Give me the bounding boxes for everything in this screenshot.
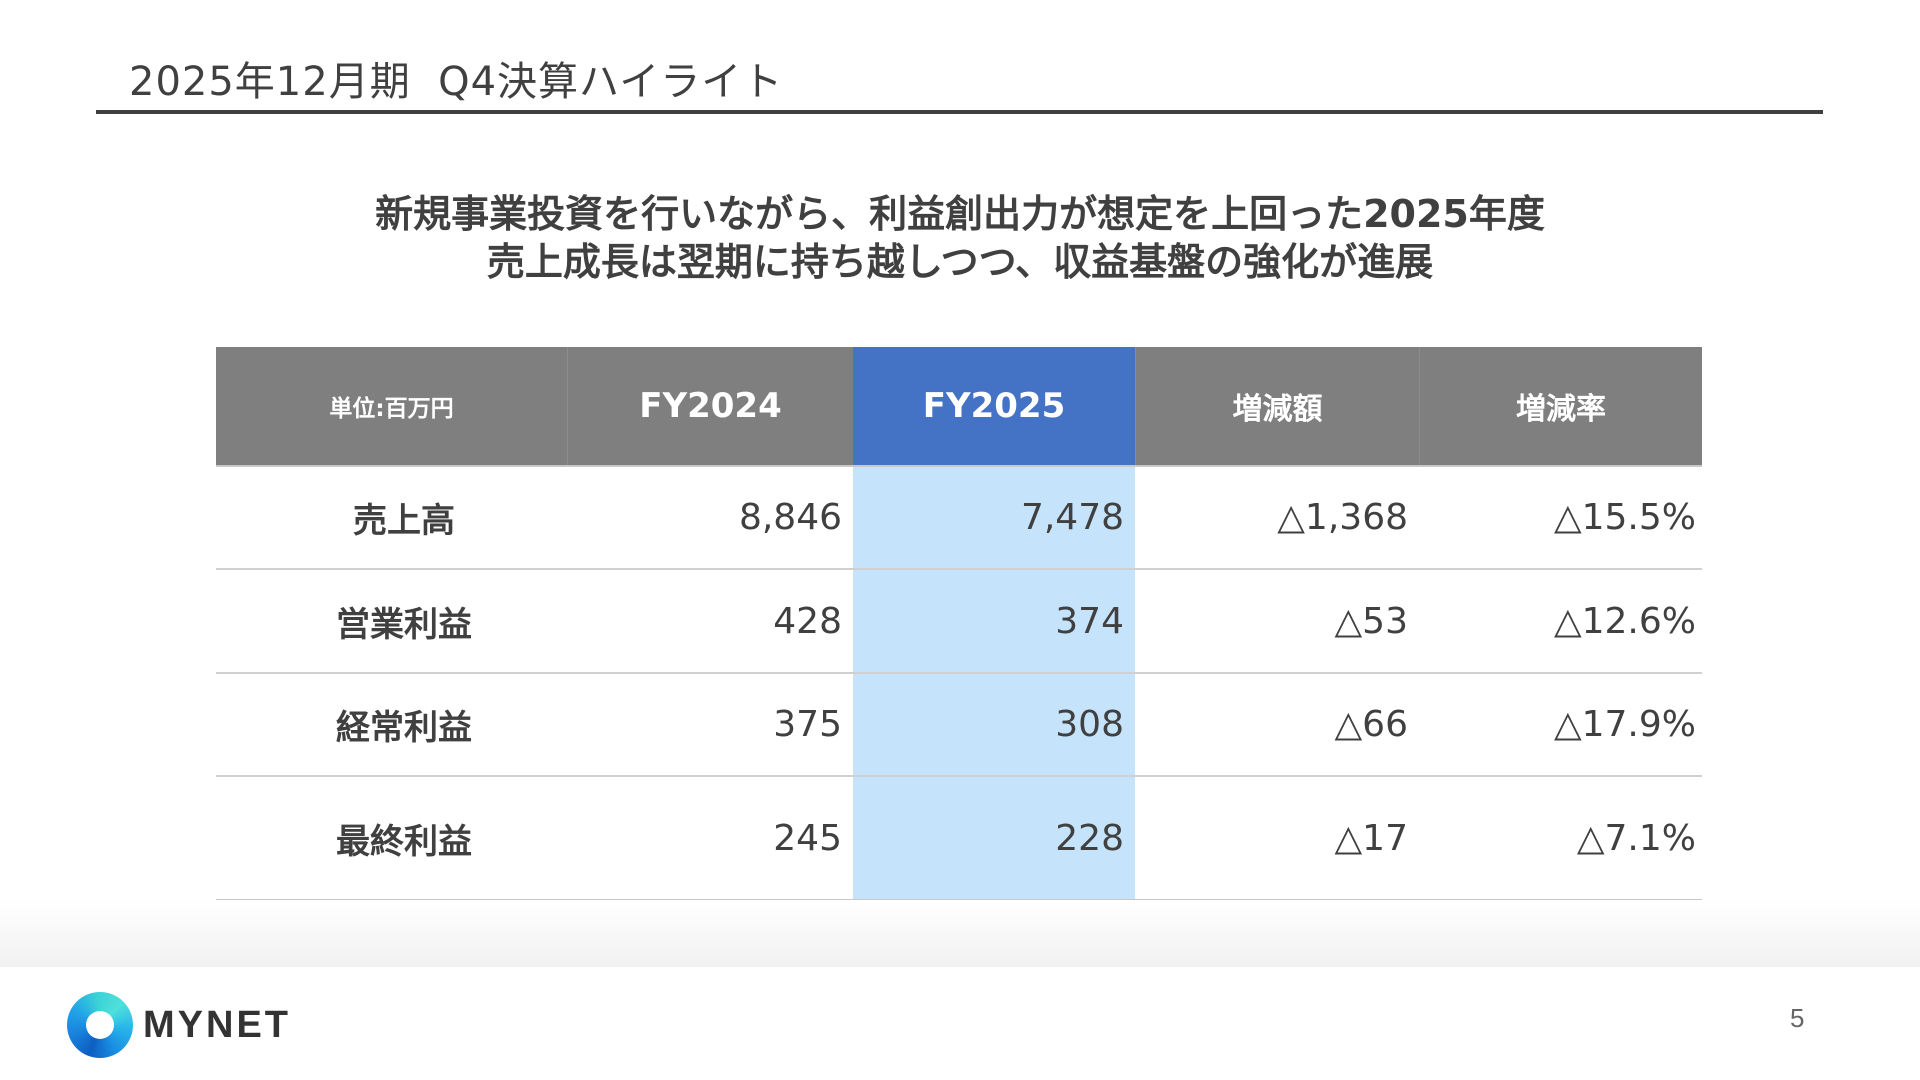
summary-headline: 新規事業投資を行いながら、利益創出力が想定を上回った2025年度 売上成長は翌期… <box>0 190 1920 286</box>
financial-results-table: 単位:百万円 FY2024 FY2025 増減額 増減率 売上高 8,846 7… <box>216 347 1702 902</box>
value-fy2024: 245 <box>773 817 842 859</box>
value-change-amount: △53 <box>1334 600 1409 642</box>
row-label: 最終利益 <box>336 821 472 862</box>
column-header-change-amount: 増減額 <box>1135 347 1419 465</box>
value-change-amount: △1,368 <box>1277 497 1408 538</box>
footer-gradient-band <box>0 900 1920 967</box>
value-change-amount: △66 <box>1334 704 1409 745</box>
value-change-rate: △7.1% <box>1576 817 1696 859</box>
value-fy2025: 374 <box>853 570 1135 672</box>
footer <box>0 967 1920 1080</box>
table-header-row: 単位:百万円 FY2024 FY2025 増減額 増減率 <box>216 347 1702 467</box>
value-fy2024: 375 <box>773 704 842 745</box>
value-fy2024: 428 <box>773 600 842 642</box>
value-change-rate: △15.5% <box>1553 497 1696 538</box>
title-divider <box>96 110 1823 114</box>
value-fy2025: 308 <box>853 674 1135 775</box>
column-header-change-rate: 増減率 <box>1419 347 1702 465</box>
summary-line-1: 新規事業投資を行いながら、利益創出力が想定を上回った2025年度 <box>375 192 1545 236</box>
value-change-amount: △17 <box>1334 817 1409 859</box>
value-change-rate: △12.6% <box>1553 600 1696 642</box>
row-label: 売上高 <box>353 501 455 541</box>
value-fy2025: 7,478 <box>853 467 1135 568</box>
table-row: 売上高 8,846 7,478 △1,368 △15.5% <box>216 467 1702 570</box>
row-label: 経常利益 <box>336 708 472 748</box>
page-title: 2025年12月期 Q4決算ハイライト <box>129 59 784 105</box>
value-fy2024: 8,846 <box>738 497 842 538</box>
company-logo-text: MYNET <box>143 1004 291 1046</box>
column-header-fy2024: FY2024 <box>567 347 853 465</box>
value-change-rate: △17.9% <box>1553 704 1696 745</box>
column-header-fy2025: FY2025 <box>853 347 1135 465</box>
summary-line-2: 売上成長は翌期に持ち越しつつ、収益基盤の強化が進展 <box>486 240 1434 284</box>
value-fy2025: 228 <box>853 777 1135 899</box>
column-header-unit: 単位:百万円 <box>216 347 567 465</box>
table-row: 営業利益 428 374 △53 △12.6% <box>216 570 1702 674</box>
table-row: 経常利益 375 308 △66 △17.9% <box>216 674 1702 777</box>
table-row: 最終利益 245 228 △17 △7.1% <box>216 777 1702 902</box>
row-label: 営業利益 <box>336 604 472 645</box>
page-number: 5 <box>1790 1003 1805 1033</box>
ring-logo-icon <box>67 992 133 1058</box>
